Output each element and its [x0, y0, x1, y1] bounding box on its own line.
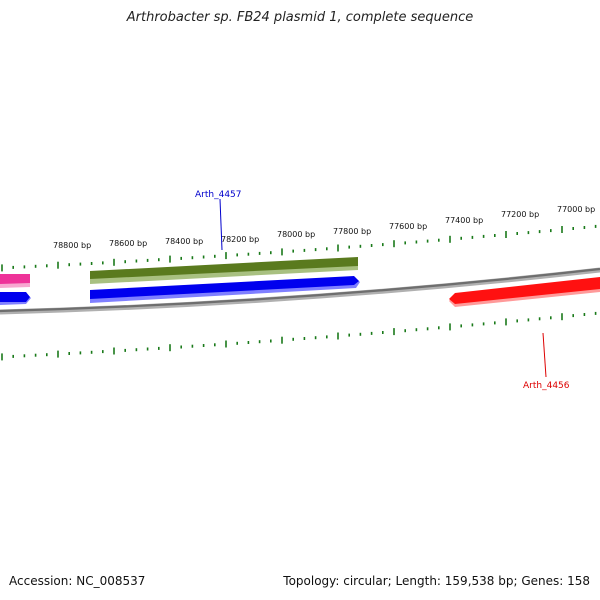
- gene-label-arth4457[interactable]: Arth_4457: [195, 190, 242, 200]
- gene-feature-olive[interactable]: [90, 257, 358, 279]
- ruler-label: 77400 bp: [445, 216, 483, 225]
- gene-feature-blue-left[interactable]: [0, 292, 30, 302]
- ruler-label: 77000 bp: [557, 205, 595, 214]
- ruler-label: 78800 bp: [53, 241, 91, 250]
- accession-text: Accession: NC_008537: [9, 574, 146, 588]
- gene-feature-pink[interactable]: [0, 274, 30, 284]
- gene-feature-blue[interactable]: [90, 276, 359, 299]
- gene-label-arth4456[interactable]: Arth_4456: [523, 381, 570, 391]
- map-title: Arthrobacter sp. FB24 plasmid 1, complet…: [126, 10, 474, 25]
- ruler-label: 78200 bp: [221, 235, 259, 244]
- ruler-labels: 78800 bp 78600 bp 78400 bp 78200 bp 7800…: [53, 205, 595, 250]
- gene-feature-red[interactable]: [449, 277, 600, 304]
- ruler-label: 78000 bp: [277, 230, 315, 239]
- ruler-label: 78400 bp: [165, 237, 203, 246]
- ruler-label: 77600 bp: [389, 222, 427, 231]
- outer-tick-track: [1, 224, 597, 272]
- gene-label-connector-arth4456: [542, 332, 547, 378]
- ruler-label: 78600 bp: [109, 239, 147, 248]
- ruler-label: 77200 bp: [501, 210, 539, 219]
- plasmid-backbone-core: [0, 267, 600, 313]
- gene-label-connector-arth4457: [219, 198, 223, 251]
- summary-text: Topology: circular; Length: 159,538 bp; …: [283, 574, 590, 588]
- inner-tick-track: [1, 311, 597, 361]
- ruler-label: 77800 bp: [333, 227, 371, 236]
